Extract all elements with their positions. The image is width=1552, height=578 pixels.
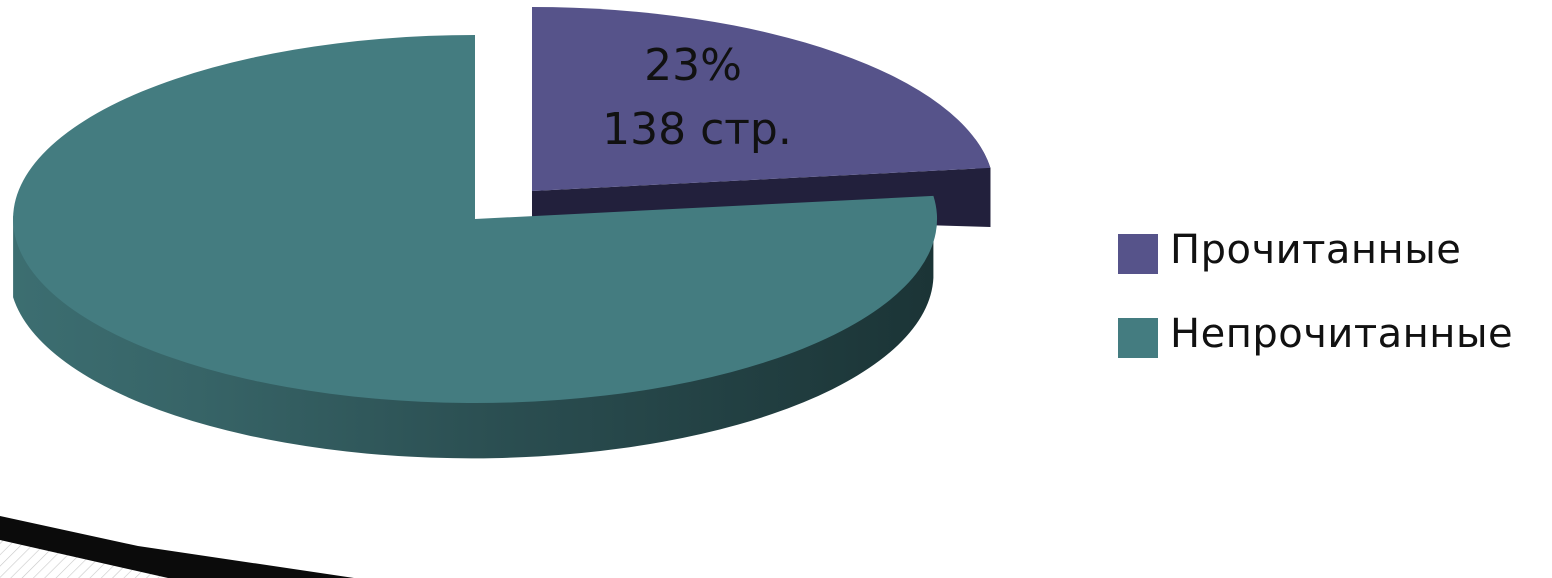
data-label-percent: 23% xyxy=(644,40,742,91)
legend-item-unread: Непрочитанные xyxy=(1118,306,1513,362)
slice-top-read xyxy=(532,6,991,191)
legend-swatch-read xyxy=(1118,234,1158,274)
corner-shadow-decoration xyxy=(0,532,358,578)
corner-swoosh-decoration xyxy=(0,516,354,578)
legend-swatch-unread xyxy=(1118,318,1158,358)
slice-top-unread xyxy=(13,35,938,403)
legend-label-read: Прочитанные xyxy=(1170,227,1462,273)
slice-side-unread xyxy=(13,195,934,459)
data-label-pages: 138 стр. xyxy=(602,104,792,155)
legend-item-read: Прочитанные xyxy=(1118,222,1513,278)
legend-label-unread: Непрочитанные xyxy=(1170,311,1514,357)
legend: Прочитанные Непрочитанные xyxy=(1118,222,1513,390)
